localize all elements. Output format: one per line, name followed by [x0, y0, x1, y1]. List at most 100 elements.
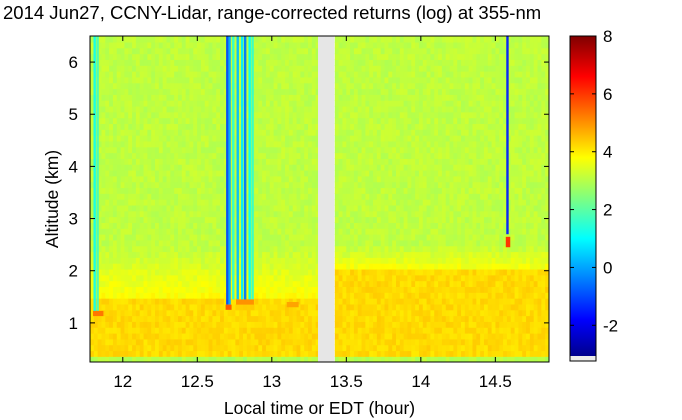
heatmap-cell	[430, 257, 435, 264]
heatmap-cell	[411, 257, 416, 264]
heatmap-cell	[124, 286, 129, 293]
heatmap-cell	[109, 47, 114, 55]
heatmap-cell	[216, 134, 221, 142]
heatmap-cell	[254, 100, 259, 107]
heatmap-cell	[170, 53, 175, 60]
heatmap-cell	[426, 47, 432, 55]
heatmap-cell	[311, 286, 317, 293]
heatmap-cell	[254, 88, 259, 95]
heatmap-cell	[315, 36, 321, 43]
heatmap-cell	[204, 210, 210, 218]
heatmap-cell	[396, 204, 401, 212]
heatmap-cell	[128, 274, 133, 282]
heatmap-cell	[147, 338, 152, 346]
heatmap-cell	[170, 129, 175, 136]
heatmap-cell	[281, 199, 286, 206]
heatmap-cell	[124, 146, 129, 154]
heatmap-cell	[185, 152, 191, 159]
heatmap-cell	[426, 257, 432, 264]
heatmap-cell	[170, 76, 175, 84]
heatmap-cell	[403, 41, 409, 49]
heatmap-cell	[399, 82, 405, 90]
heatmap-cell	[158, 292, 164, 299]
heatmap-cell	[181, 286, 187, 293]
heatmap-cell	[135, 222, 141, 229]
heatmap-cell	[132, 332, 137, 340]
heatmap-cell	[388, 65, 393, 72]
heatmap-cell	[200, 111, 206, 119]
heatmap-cell	[200, 321, 206, 328]
heatmap-cell	[407, 181, 412, 189]
heatmap-cell	[124, 350, 129, 357]
heatmap-cell	[158, 134, 164, 142]
heatmap-cell	[380, 111, 386, 119]
heatmap-cell	[200, 309, 206, 317]
heatmap-cell	[415, 257, 420, 264]
heatmap-cell	[197, 94, 202, 101]
heatmap-cell	[208, 134, 214, 142]
heatmap-cell	[304, 134, 309, 142]
heatmap-cell	[124, 344, 129, 352]
heatmap-cell	[124, 36, 129, 43]
heatmap-cell	[304, 216, 309, 223]
heatmap-cell	[388, 321, 393, 328]
heatmap-cell	[208, 280, 214, 288]
heatmap-cell	[181, 193, 187, 200]
heatmap-cell	[338, 263, 344, 270]
heatmap-cell	[93, 210, 99, 218]
heatmap-cell	[384, 193, 390, 200]
heatmap-cell	[357, 216, 363, 223]
heatmap-cell	[170, 199, 175, 206]
heatmap-cell	[396, 41, 401, 49]
heatmap-cell	[216, 286, 221, 293]
heatmap-cell	[216, 140, 221, 148]
heatmap-cell	[166, 338, 172, 346]
heatmap-cell	[411, 321, 416, 328]
heatmap-cell	[220, 105, 225, 113]
heatmap-cell	[227, 321, 233, 328]
heatmap-cell	[353, 274, 359, 282]
heatmap-cell	[158, 216, 164, 223]
heatmap-cell	[128, 140, 133, 148]
heatmap-cell	[216, 193, 221, 200]
heatmap-cell	[112, 228, 118, 235]
heatmap-cell	[300, 152, 305, 159]
heatmap-cell	[174, 94, 179, 101]
heatmap-cell	[216, 117, 221, 125]
heatmap-cell	[361, 70, 367, 78]
heatmap-cell	[388, 70, 393, 78]
heatmap-cell	[292, 327, 298, 334]
heatmap-cell	[422, 158, 428, 165]
heatmap-cell	[300, 65, 305, 72]
heatmap-cell	[273, 41, 279, 49]
heatmap-cell	[273, 356, 279, 362]
heatmap-cell	[124, 338, 129, 346]
heatmap-cell	[376, 164, 382, 171]
heatmap-cell	[346, 321, 351, 328]
heatmap-cell	[365, 257, 370, 264]
heatmap-cell	[403, 268, 409, 276]
heatmap-cell	[373, 140, 378, 148]
heatmap-cell	[376, 210, 382, 218]
heatmap-cell	[193, 169, 198, 177]
heatmap-cell	[262, 245, 267, 253]
heatmap-cell	[338, 245, 344, 253]
heatmap-cell	[197, 117, 202, 125]
heatmap-cell	[353, 175, 359, 183]
heatmap-cell	[346, 350, 351, 357]
heatmap-cell	[438, 187, 443, 194]
heatmap-cell	[334, 65, 340, 72]
heatmap-cell	[158, 327, 164, 334]
heatmap-cell	[304, 70, 309, 78]
heatmap-cell	[300, 274, 305, 282]
heatmap-cell	[155, 164, 160, 171]
heatmap-cell	[365, 286, 370, 293]
heatmap-cell	[254, 356, 259, 362]
heatmap-cell	[338, 204, 344, 212]
heatmap-cell	[315, 257, 321, 264]
heatmap-cell	[273, 222, 279, 229]
heatmap-cell	[430, 164, 435, 171]
heatmap-cell	[212, 303, 217, 311]
heatmap-cell	[124, 100, 129, 107]
heatmap-cell	[296, 123, 302, 130]
